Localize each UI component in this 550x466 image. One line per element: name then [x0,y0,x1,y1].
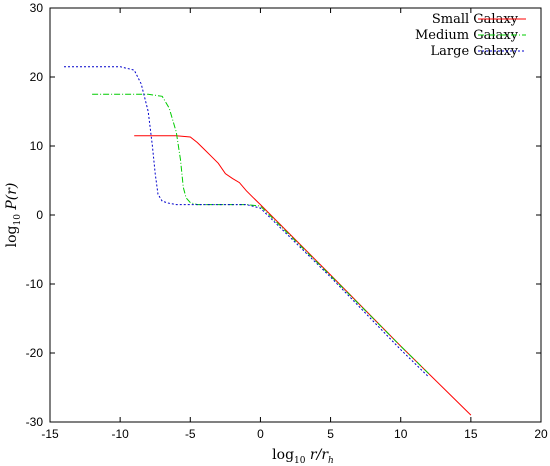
plot-frame [49,7,542,423]
x-tick-label: 0 [257,427,264,441]
ticks: -15 -10 -5 0 5 10 15 20 -30 -20 -10 0 10 20 30 [26,1,548,441]
x-tick-label: 10 [394,427,408,441]
x-tick-label: -5 [185,427,196,441]
x-tick-label: 15 [464,427,478,441]
y-tick-label: -30 [26,415,44,429]
y-tick-label: -20 [26,346,44,360]
legend: Small Galaxy Medium Galaxy Large Galaxy [415,12,526,59]
x-tick-label: -15 [41,427,59,441]
y-axis-label: log10 P(r) [4,183,23,248]
series-line-1 [92,93,430,375]
x-tick-label: 5 [327,427,334,441]
legend-label-small: Small Galaxy [432,12,519,27]
y-tick-label: 10 [30,139,44,153]
series-group [64,66,472,416]
series-line-2 [64,66,430,378]
y-tick-label: -10 [26,277,44,291]
legend-label-medium: Medium Galaxy [415,28,519,43]
y-tick-label: 20 [30,70,44,84]
x-tick-label: 20 [534,427,548,441]
y-tick-label: 0 [36,208,43,222]
x-axis-label: log10 r/rh [272,447,334,466]
series-line-0 [134,135,472,416]
x-tick-label: -10 [111,427,129,441]
legend-label-large: Large Galaxy [431,44,519,59]
y-tick-label: 30 [30,1,44,15]
